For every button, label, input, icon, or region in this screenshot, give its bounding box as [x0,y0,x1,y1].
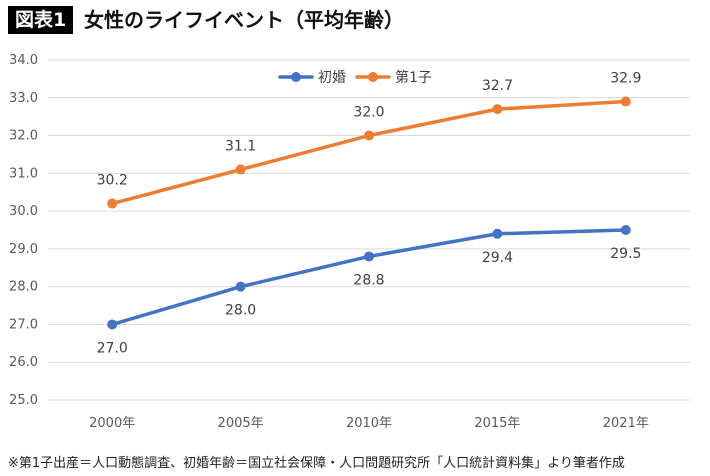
data-label: 32.9 [610,71,641,87]
data-label: 32.0 [353,105,384,121]
y-tick-label: 27.0 [9,317,38,332]
x-tick-label: 2015年 [474,416,520,431]
x-tick-label: 2021年 [603,416,649,431]
y-tick-label: 32.0 [9,129,38,144]
data-label: 29.5 [610,246,641,262]
data-point [364,130,374,141]
legend-marker [291,72,301,82]
data-label: 32.7 [482,78,513,94]
y-tick-label: 33.0 [9,91,38,106]
data-label: 29.4 [482,250,513,266]
y-tick-label: 34.0 [9,53,38,68]
y-tick-label: 26.0 [9,355,38,370]
y-tick-label: 30.0 [9,204,38,219]
data-point [107,198,118,209]
x-tick-label: 2000年 [89,416,135,431]
legend-label: 第1子 [395,69,432,86]
y-tick-label: 28.0 [9,280,38,295]
line-chart: 25.0 26.0 27.0 28.0 29.0 30.0 31.0 32.0 33.0 34.0… [9,53,690,431]
data-point [620,225,631,235]
x-tick-label: 2005年 [218,416,264,431]
data-label: 27.0 [97,340,128,356]
data-label: 28.8 [353,272,384,288]
data-point [620,96,631,107]
y-tick-label: 29.0 [9,242,38,257]
figure-tag: 図表1 [8,6,74,34]
data-point [492,104,503,115]
x-tick-label: 2010年 [346,416,392,431]
y-tick-label: 31.0 [9,166,38,181]
header: 図表1 女性のライフイベント（平均年齢） [0,0,710,40]
footnote: ※第1子出産＝人口動態調査、初婚年齢＝国立社会保障・人口問題研究所「人口統計資料… [8,456,625,471]
data-point [235,164,246,175]
data-label: 30.2 [97,173,128,189]
data-point [235,281,246,292]
data-label: 28.0 [225,303,256,319]
legend-label: 初婚 [318,69,346,86]
data-point [364,251,374,262]
chart-title: 女性のライフイベント（平均年齢） [84,8,404,32]
data-label: 31.1 [225,139,256,155]
legend-marker [368,72,378,82]
y-tick-label: 25.0 [9,393,38,408]
data-point [107,319,118,330]
data-point [492,228,503,239]
